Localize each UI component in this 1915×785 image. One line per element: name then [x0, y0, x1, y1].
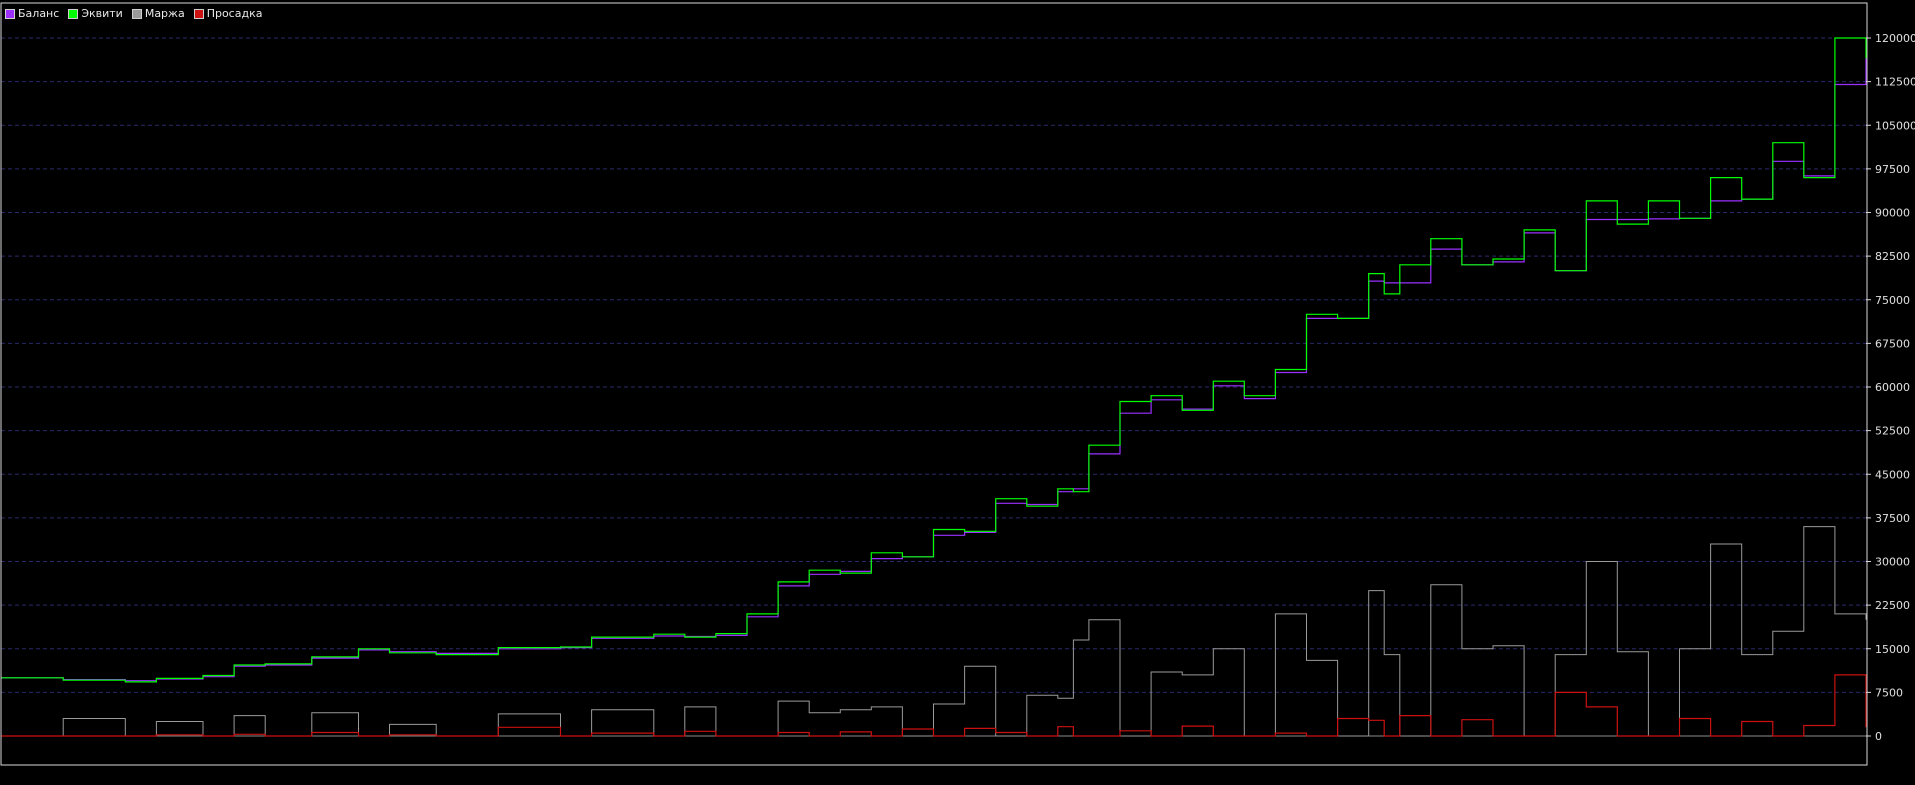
y-tick-label: 7500 — [1875, 686, 1903, 699]
legend: Баланс Эквити Маржа Просадка — [5, 7, 262, 20]
legend-label-drawdown: Просадка — [206, 7, 263, 20]
equity-swatch-icon — [68, 8, 79, 19]
y-tick-label: 0 — [1875, 730, 1882, 743]
margin-swatch-icon — [131, 8, 142, 19]
legend-label-balance: Баланс — [18, 7, 60, 20]
y-tick-label: 112500 — [1875, 76, 1915, 89]
legend-item-equity[interactable]: Эквити — [68, 7, 123, 20]
balance-swatch-icon — [5, 8, 15, 19]
legend-item-margin[interactable]: Маржа — [131, 7, 185, 20]
y-tick-label: 15000 — [1875, 643, 1910, 656]
y-tick-label: 22500 — [1875, 599, 1910, 612]
y-tick-label: 82500 — [1875, 250, 1910, 263]
y-tick-label: 30000 — [1875, 556, 1910, 569]
plot-frame — [0, 2, 1868, 766]
series-group — [1, 37, 1867, 737]
y-tick-label: 67500 — [1875, 337, 1910, 350]
legend-label-margin: Маржа — [144, 7, 185, 20]
y-tick-label: 105000 — [1875, 119, 1915, 132]
y-tick-label: 60000 — [1875, 381, 1910, 394]
y-axis-ticks: 0 7500 15000 22500 30000 37500 45000 52500 60000… — [1866, 32, 1915, 743]
y-tick-label: 97500 — [1875, 163, 1910, 176]
legend-label-equity: Эквити — [81, 7, 123, 20]
drawdown-swatch-icon — [193, 8, 204, 19]
y-tick-label: 120000 — [1875, 32, 1915, 45]
y-tick-label: 37500 — [1875, 512, 1910, 525]
y-tick-label: 45000 — [1875, 468, 1910, 481]
margin-series-line — [1, 526, 1867, 737]
legend-item-drawdown[interactable]: Просадка — [193, 7, 263, 20]
drawdown-series-line — [1, 674, 1867, 737]
equity-series-line — [1, 37, 1867, 683]
y-tick-label: 90000 — [1875, 207, 1910, 220]
y-tick-label: 52500 — [1875, 425, 1910, 438]
y-tick-label: 75000 — [1875, 294, 1910, 307]
legend-item-balance[interactable]: Баланс — [5, 7, 59, 20]
